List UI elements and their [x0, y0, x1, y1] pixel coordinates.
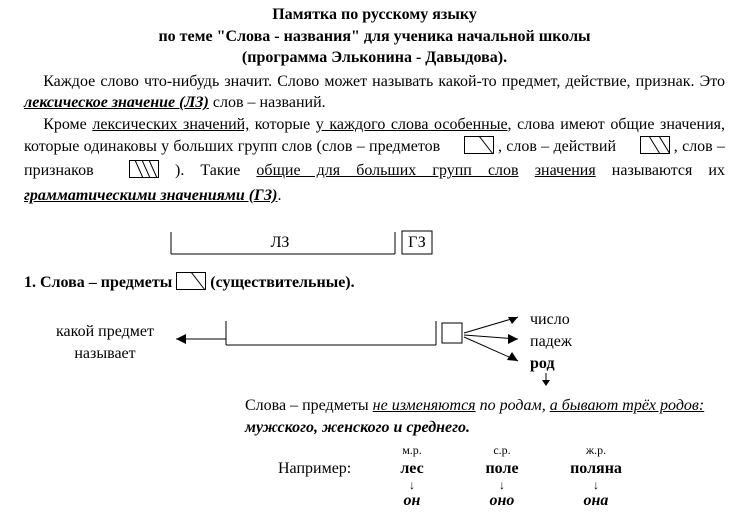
p2-u1: лексических значений, — [92, 116, 249, 133]
diagram-left-1: какой предмет — [40, 321, 170, 343]
example-col-1: м.р. лес ↓ он — [372, 442, 452, 511]
ex2-tag: с.р. — [462, 442, 542, 458]
gt-t1: Слова – предметы — [245, 397, 373, 414]
diagram-r3-wrap: род — [530, 353, 572, 375]
diagram-r2: падеж — [530, 331, 572, 353]
examples-row: Например: м.р. лес ↓ он с.р. поле ↓ оно … — [0, 442, 749, 506]
ex2-pron: оно — [462, 490, 542, 512]
section-1-heading: 1. Слова – предметы (существительные). — [0, 268, 749, 297]
examples-label: Например: — [278, 458, 351, 480]
p2-u2: у каждого слова особенные — [316, 116, 508, 133]
p2-sp — [519, 162, 535, 179]
p2-u3: общие для больших групп слов — [256, 162, 518, 179]
down-arrow-icon: ↓ — [462, 480, 542, 490]
p2-t6: ). Такие — [159, 162, 257, 179]
diagram-r1: число — [530, 309, 572, 331]
p1-t1: Каждое слово что-нибудь значит. Слово мо… — [43, 73, 725, 90]
ex2-word: поле — [462, 458, 542, 480]
gz-label: ГЗ — [408, 234, 426, 251]
body-text: Каждое слово что-нибудь значит. Слово мо… — [0, 69, 749, 207]
ex3-word: поляна — [556, 458, 636, 480]
gt-ui2: а бывают трёх родов: — [550, 397, 704, 414]
down-arrow-icon — [540, 373, 552, 387]
gt-ui1: не изменяются — [373, 397, 476, 414]
paragraph-2: Кроме лексических значений, которые у ка… — [24, 114, 725, 206]
down-arrow-icon: ↓ — [372, 480, 452, 490]
sec1-after: (существительные). — [206, 274, 354, 291]
diagram-right-labels: число падеж род — [530, 309, 572, 375]
diagram-svg — [168, 307, 528, 387]
paragraph-1: Каждое слово что-нибудь значит. Слово мо… — [24, 71, 725, 114]
p2-t1: Кроме — [43, 116, 92, 133]
p1-t2: слов – названий. — [209, 94, 326, 111]
lz-label: ЛЗ — [271, 234, 290, 251]
gt-bi1: мужского, женского и среднего. — [245, 419, 470, 436]
ex3-pron: она — [556, 490, 636, 512]
p2-t2: которые — [249, 116, 316, 133]
p1-lz: лексическое значение (ЛЗ) — [24, 94, 209, 111]
noun-box-icon-2 — [176, 272, 206, 297]
lz-gz-svg: ЛЗ ГЗ — [170, 228, 440, 256]
adjective-box-icon — [110, 160, 159, 185]
title-line-1: Памятка по русскому языку — [0, 4, 749, 26]
noun-box-icon — [444, 136, 493, 161]
title-line-3: (программа Эльконина - Давыдова). — [0, 47, 749, 69]
p2-gz: грамматическими значениями (ГЗ) — [24, 187, 278, 204]
example-col-2: с.р. поле ↓ оно — [462, 442, 542, 511]
verb-box-icon — [620, 136, 669, 161]
p2-t9: . — [278, 187, 282, 204]
p2-t8: называются их — [596, 162, 725, 179]
lz-gz-diagram: ЛЗ ГЗ — [0, 228, 749, 258]
ex1-word: лес — [372, 458, 452, 480]
p2-t4: , слов – действий — [494, 138, 621, 155]
gender-block: Слова – предметы не изменяются по родам,… — [0, 387, 749, 438]
ex1-pron: он — [372, 490, 452, 512]
gt-t2: по родам, — [476, 397, 550, 414]
predmet-diagram: какой предмет называет число падеж род — [0, 307, 749, 387]
ex3-tag: ж.р. — [556, 442, 636, 458]
p2-u4: значения — [535, 162, 596, 179]
sec1-num: 1. Слова – предметы — [24, 274, 176, 291]
title-line-2: по теме "Слова - названия" для ученика н… — [0, 26, 749, 48]
diagram-r3: род — [530, 355, 555, 372]
diagram-left-label: какой предмет называет — [40, 321, 170, 364]
title: Памятка по русскому языку по теме "Слова… — [0, 0, 749, 69]
down-arrow-icon: ↓ — [556, 480, 636, 490]
diagram-left-2: называет — [40, 343, 170, 365]
example-col-3: ж.р. поляна ↓ она — [556, 442, 636, 511]
ex1-tag: м.р. — [372, 442, 452, 458]
